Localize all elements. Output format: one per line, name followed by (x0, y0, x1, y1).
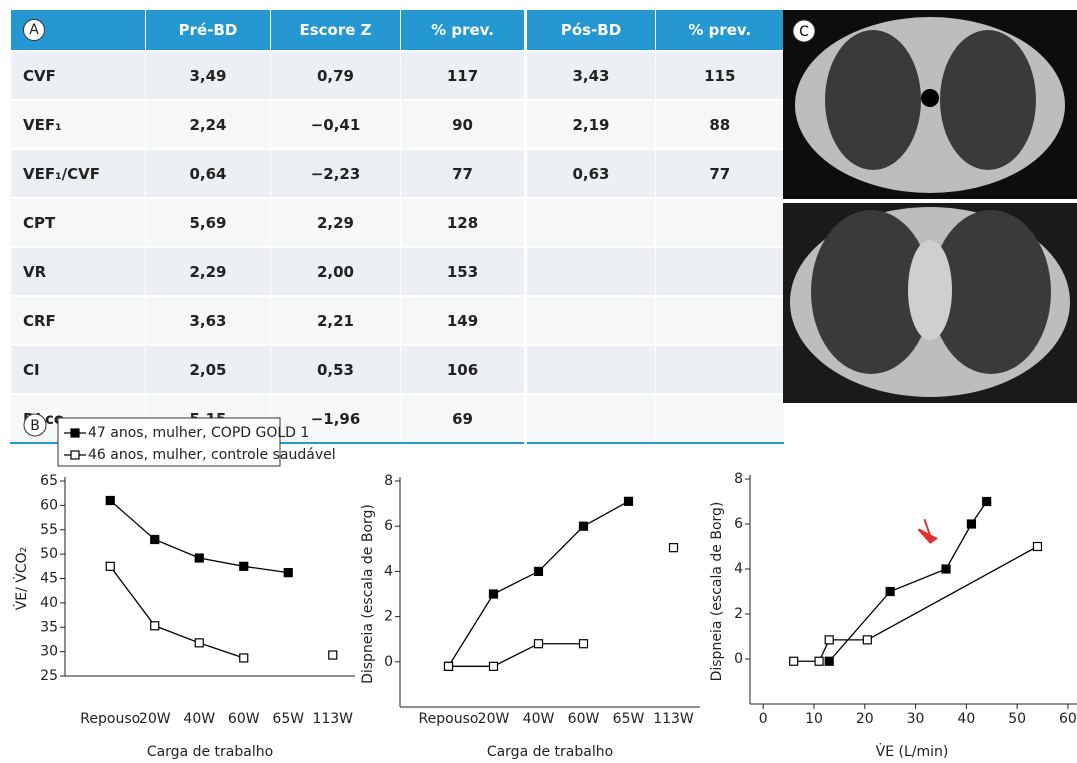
data-point (790, 657, 798, 665)
data-point (670, 544, 678, 552)
x-tick-label: 30 (907, 711, 925, 727)
y-tick-label: 65 (40, 473, 58, 489)
data-point (106, 562, 114, 570)
x-tick-label: 65W (272, 711, 304, 727)
x-tick-label: 50 (1008, 711, 1026, 727)
data-point (151, 536, 159, 544)
legend-label: 47 anos, mulher, COPD GOLD 1 (88, 425, 309, 441)
data-point (863, 636, 871, 644)
y-tick-label: 2 (734, 606, 743, 622)
x-tick-label: 113W (312, 711, 353, 727)
data-point (825, 636, 833, 644)
y-tick-label: 45 (40, 571, 58, 587)
y-axis-label: Dispneia (escala de Borg) (360, 504, 376, 684)
legend-marker (71, 451, 79, 459)
arrow (917, 518, 940, 543)
y-tick-label: 50 (40, 546, 58, 562)
y-tick-label: 2 (384, 609, 393, 625)
y-tick-label: 0 (734, 651, 743, 667)
y-tick-label: 0 (384, 654, 393, 670)
data-point (240, 654, 248, 662)
charts: B 253035404550556065Carga de trabalhoV̇E… (0, 0, 1077, 763)
y-tick-label: 8 (384, 473, 393, 489)
series-line (449, 548, 674, 667)
x-axis-label: Carga de trabalho (487, 744, 613, 760)
y-tick-label: 6 (734, 516, 743, 532)
y-tick-label: 4 (734, 561, 743, 577)
data-point (983, 498, 991, 506)
data-point (625, 497, 633, 505)
x-tick-label: 40W (523, 711, 555, 727)
data-point (329, 651, 337, 659)
x-tick-label: 20W (478, 711, 510, 727)
legend-marker (71, 429, 79, 437)
data-point (967, 520, 975, 528)
x-tick-label: 20 (856, 711, 874, 727)
x-tick-label: 40W (183, 711, 215, 727)
data-point (240, 562, 248, 570)
x-tick-label: 60W (228, 711, 260, 727)
data-point (490, 590, 498, 598)
x-axis-label: V̇E (L/min) (876, 743, 949, 760)
x-tick-label: 60W (568, 711, 600, 727)
data-point (106, 497, 114, 505)
data-point (195, 554, 203, 562)
page: A Pré-BDEscore Z% prev.Pós-BD% prev. CVF… (0, 0, 1077, 763)
data-point (580, 640, 588, 648)
x-tick-label: 0 (759, 711, 768, 727)
x-tick-label: 113W (653, 711, 694, 727)
y-tick-label: 60 (40, 497, 58, 513)
x-tick-label: Repouso (80, 711, 140, 727)
data-point (151, 622, 159, 630)
data-point (445, 662, 453, 670)
y-tick-label: 4 (384, 563, 393, 579)
y-axis-label: V̇E/ V̇CO₂ (13, 547, 30, 611)
series-line (110, 566, 333, 658)
data-point (195, 639, 203, 647)
y-axis-label: Dispneia (escala de Borg) (709, 502, 725, 682)
x-axis-label: Carga de trabalho (147, 744, 273, 760)
series-line (829, 502, 986, 662)
x-tick-label: 40 (957, 711, 975, 727)
x-tick-label: 20W (139, 711, 171, 727)
data-point (825, 657, 833, 665)
x-tick-label: 65W (613, 711, 645, 727)
x-tick-label: Repouso (419, 711, 479, 727)
panel-label: B (30, 418, 40, 434)
legend-label: 46 anos, mulher, controle saudável (88, 447, 336, 463)
data-point (1033, 543, 1041, 551)
y-tick-label: 40 (40, 595, 58, 611)
x-tick-label: 10 (805, 711, 823, 727)
data-point (284, 569, 292, 577)
data-point (535, 640, 543, 648)
y-tick-label: 35 (40, 619, 58, 635)
y-tick-label: 6 (384, 518, 393, 534)
data-point (490, 662, 498, 670)
y-tick-label: 30 (40, 644, 58, 660)
y-tick-label: 55 (40, 522, 58, 538)
data-point (886, 588, 894, 596)
y-tick-label: 25 (40, 668, 58, 684)
data-point (942, 565, 950, 573)
data-point (815, 657, 823, 665)
x-tick-label: 60 (1059, 711, 1077, 727)
data-point (535, 567, 543, 575)
y-tick-label: 8 (734, 471, 743, 487)
data-point (580, 522, 588, 530)
